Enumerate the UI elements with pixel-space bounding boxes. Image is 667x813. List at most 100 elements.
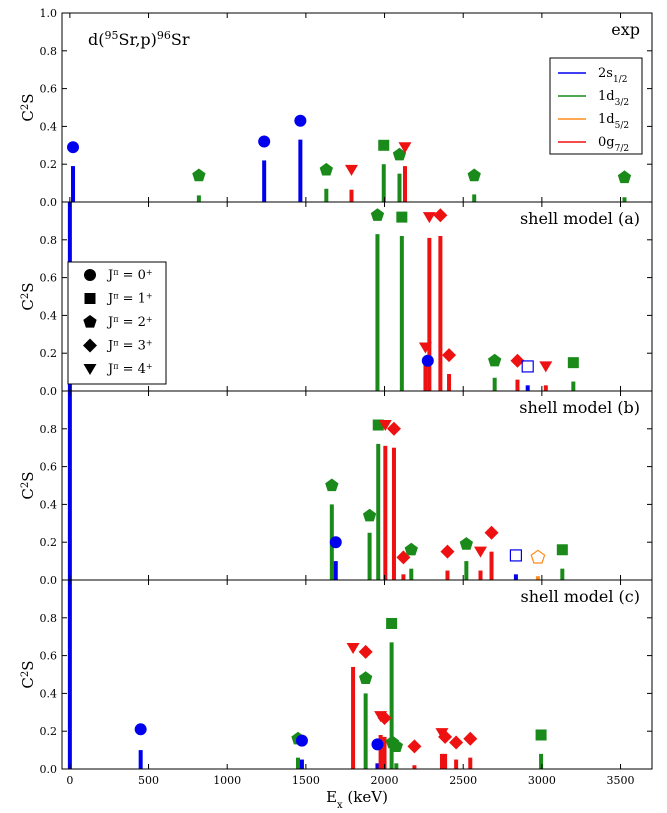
bar-0g7-2: [445, 570, 450, 580]
bar-0g7-2: [427, 237, 432, 391]
panel-label: shell model (c): [521, 587, 640, 606]
marker-circle: [421, 354, 434, 367]
y-tick-label: 0.8: [40, 45, 58, 58]
marker-diamond: [442, 348, 457, 363]
marker-circle: [258, 135, 271, 148]
marker-circle: [294, 114, 307, 127]
panel-1: 0.0 0.2 0.4 0.6 0.8 1.0 C2S exp: [19, 7, 653, 209]
bar-1d3-2: [389, 642, 394, 769]
bar-1d3-2: [376, 443, 381, 580]
bar-1d3-2: [196, 195, 201, 202]
marker-square: [378, 139, 390, 151]
marker-triangle: [539, 361, 553, 373]
panel-2: 0.0 0.2 0.4 0.6 0.8 C2S shell model (a): [19, 201, 653, 398]
bar-0g7-2: [543, 385, 548, 391]
bar-2s1-2: [333, 561, 338, 580]
x-tick-label: 1500: [292, 774, 320, 787]
marker-pentagon: [392, 147, 407, 161]
y-tick-label: 0.6: [40, 83, 58, 96]
panel-frame: [61, 579, 653, 770]
x-tick-label: 3500: [607, 774, 635, 787]
marker-pentagon: [530, 549, 546, 564]
marker-circle: [329, 536, 342, 549]
panel-label: shell model (b): [519, 398, 640, 417]
bar-0g7-2: [402, 166, 407, 202]
bar-1d3-2: [464, 561, 469, 580]
marker-pentagon: [459, 537, 473, 550]
legend-entry: Jπ = 0+: [106, 268, 153, 284]
marker-circle: [134, 723, 147, 736]
marker-triangle: [474, 546, 488, 558]
marker-pentagon: [467, 168, 481, 182]
y-tick-label: 0.0: [40, 763, 58, 776]
legend-entry: Jπ = 1+: [106, 291, 153, 307]
bar-0g7-2: [383, 445, 388, 580]
marker-diamond: [484, 525, 499, 540]
marker-triangle: [346, 643, 360, 655]
bar-1d3-2: [622, 197, 627, 202]
bar-0g7-2: [349, 189, 354, 202]
marker-circle: [67, 141, 80, 154]
bar-2s1-2: [138, 750, 143, 769]
marker-pentagon: [370, 208, 385, 221]
marker-pentagon: [362, 508, 377, 522]
marker-pentagon: [617, 170, 632, 184]
plot-area: [67, 391, 568, 580]
y-tick-label: 0.6: [40, 461, 58, 474]
y-tick-label: 0.8: [40, 423, 58, 436]
legend-entry: Jπ = 2+: [106, 315, 153, 331]
bar-0g7-2: [515, 379, 520, 391]
spin-legend: Jπ = 0+ Jπ = 1+ Jπ = 2+ Jπ = 3+ Jπ = 4+: [67, 261, 167, 385]
marker-square: [396, 211, 408, 223]
bar-0g7-2: [423, 356, 428, 391]
bar-1d3-2: [409, 568, 414, 580]
marker-diamond: [386, 421, 401, 436]
bar-2s1-2: [525, 385, 530, 391]
bar-1d3-2: [472, 194, 477, 202]
y-tick-label: 0.8: [40, 612, 58, 625]
legend-marker-circle: [84, 269, 96, 281]
marker-triangle: [418, 342, 432, 354]
x-tick-label: 2000: [371, 774, 399, 787]
y-axis-label: C2S: [19, 282, 37, 310]
marker-diamond: [449, 735, 464, 750]
legend-marker-pentagon: [83, 315, 97, 328]
bar-1d3-2: [375, 234, 380, 391]
legend-entry: 2s1/2: [598, 66, 627, 85]
bar-0g7-2: [439, 753, 444, 769]
y-tick-label: 0.4: [40, 687, 58, 700]
bar-2s1-2: [262, 160, 267, 202]
x-tick-label: 1000: [213, 774, 241, 787]
y-tick-label: 1.0: [40, 7, 58, 20]
marker-triangle: [398, 142, 412, 154]
marker-square: [535, 729, 547, 741]
bar-1d3-2: [381, 164, 386, 202]
bar-0g7-2: [382, 736, 387, 769]
bar-1d3-2: [397, 173, 402, 202]
legend-frame: [67, 261, 167, 385]
marker-diamond: [358, 644, 373, 659]
marker-pentagon: [192, 168, 206, 182]
marker-circle: [295, 734, 308, 747]
bar-0g7-2: [401, 574, 406, 580]
bar-0g7-2: [447, 373, 452, 391]
bar-0g7-2: [478, 570, 483, 580]
y-axis-label: C2S: [19, 471, 37, 499]
bar-1d3-2: [399, 236, 404, 391]
marker-square: [567, 357, 579, 369]
marker-triangle: [422, 212, 436, 224]
bar-0g7-2: [468, 757, 473, 769]
marker-square: [521, 360, 534, 373]
legend-marker-square: [84, 293, 96, 304]
bar-1d3-2: [324, 188, 329, 202]
plot-area: [67, 114, 632, 202]
marker-square: [372, 419, 384, 431]
marker-diamond: [510, 353, 525, 368]
y-tick-label: 0.6: [40, 272, 58, 285]
legend-marker-diamond: [83, 338, 97, 353]
bar-2s1-2: [67, 391, 72, 580]
x-axis-label: Ex (keV): [326, 788, 388, 811]
bar-2s1-2: [375, 763, 380, 769]
panel-label: exp: [611, 20, 640, 39]
bar-0g7-2: [443, 753, 448, 769]
